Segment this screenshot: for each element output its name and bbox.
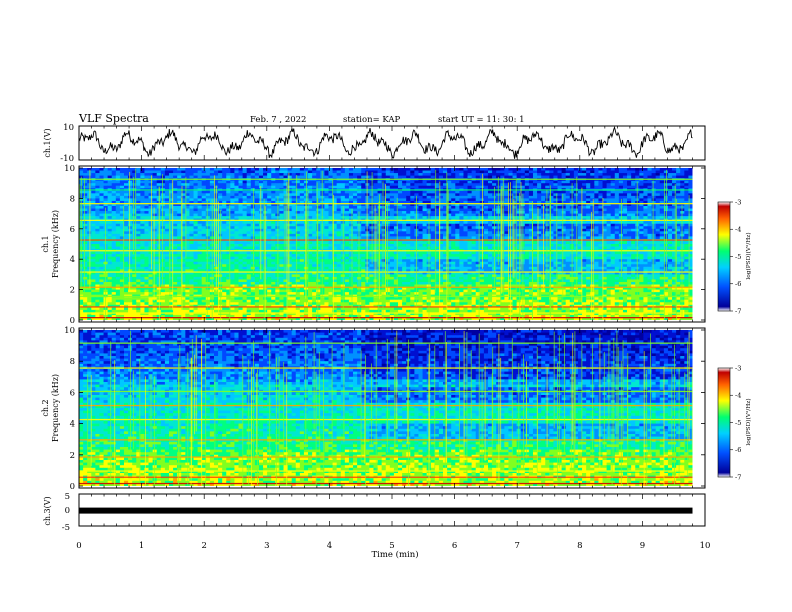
station-label: station= KAP xyxy=(343,115,401,125)
x-tick-label: 1 xyxy=(139,541,144,551)
ch1-colorbar: -3 -4 -5 -6 -7 log(PSD)(V²/Hz) xyxy=(717,198,752,315)
ch1-ytick-top: 10 xyxy=(63,123,74,133)
figure-title: VLF Spectra xyxy=(78,112,149,125)
colorbar-tick-label: -6 xyxy=(735,280,741,288)
ch2-colorbar-label: log(PSD)(V²/Hz) xyxy=(745,398,752,445)
colorbar-tick-label: -4 xyxy=(735,226,741,234)
colorbar-tick-label: -4 xyxy=(735,392,741,400)
ch3-waveform-line xyxy=(79,507,693,514)
x-axis-label: Time (min) xyxy=(371,549,418,560)
spec2-yticks-label: 8 xyxy=(70,357,75,367)
ch1-spectrogram-ylabel-channel: ch.1 xyxy=(41,235,50,252)
ch1-ytick-bottom: -10 xyxy=(60,154,74,164)
ch2-spectrogram-ylabel-channel: ch.2 xyxy=(41,399,50,416)
spec1-yticks-label: 4 xyxy=(70,255,75,265)
ch1-spectrogram-panel: 0 2 4 6 8 10 ch.1 Frequency (kHz) xyxy=(41,164,706,326)
colorbar-tick-label: -7 xyxy=(735,473,741,481)
spec2-yticks-label: 6 xyxy=(70,388,75,398)
colorbar-tick-label: -6 xyxy=(735,446,741,454)
spec1-yticks-label: 10 xyxy=(64,164,75,174)
ch2-colorbar: -3 -4 -5 -6 -7 log(PSD)(V²/Hz) xyxy=(717,364,752,481)
x-tick-label: 5 xyxy=(389,541,394,551)
x-tick-label: 10 xyxy=(700,541,711,551)
x-tick-label: 7 xyxy=(514,541,519,551)
ch3-ytick-top: 5 xyxy=(65,492,70,502)
spec2-yticks-label: 10 xyxy=(64,326,75,336)
ch2-spectrogram-ylabel-frequency: Frequency (kHz) xyxy=(51,374,60,442)
ch3-waveform-ylabel: ch.3(V) xyxy=(43,496,52,525)
ch1-colorbar-gradient xyxy=(717,201,731,312)
ch2-colorbar-gradient xyxy=(717,367,731,478)
ch3-ytick-bottom: -5 xyxy=(62,523,70,533)
spec2-yticks-label: 2 xyxy=(70,451,75,461)
x-tick-label: 0 xyxy=(76,541,81,551)
colorbar-tick-label: -5 xyxy=(735,253,741,261)
colorbar-tick-label: -7 xyxy=(735,307,741,315)
start-ut-label: start UT = 11: 30: 1 xyxy=(438,115,525,125)
x-axis-ticks xyxy=(78,126,706,526)
x-tick-label: 9 xyxy=(640,541,645,551)
x-tick-label: 3 xyxy=(264,541,269,551)
colorbar-tick-label: -3 xyxy=(735,198,741,206)
spec2-yticks-label: 4 xyxy=(70,420,75,430)
ch3-ytick-mid: 0 xyxy=(65,506,70,516)
ch1-waveform-panel: 10 -10 ch.1(V) xyxy=(43,123,706,164)
x-tick-label: 2 xyxy=(201,541,206,551)
spec2-yticks-label: 0 xyxy=(70,482,75,492)
date-label: Feb. 7 , 2022 xyxy=(250,115,306,125)
ch3-waveform-panel: 5 0 -5 ch.3(V) xyxy=(43,492,706,533)
x-tick-label: 6 xyxy=(452,541,457,551)
x-axis-tick-labels: 0 1 2 3 4 5 6 7 8 9 10 xyxy=(76,541,710,551)
spec1-yticks-label: 0 xyxy=(70,316,75,326)
colorbar-tick-label: -3 xyxy=(735,364,741,372)
spec1-yticks-label: 8 xyxy=(70,194,75,204)
ch1-spectrogram-image xyxy=(79,168,705,320)
x-tick-label: 4 xyxy=(327,541,332,551)
spec1-yticks-label: 2 xyxy=(70,286,75,296)
ch1-spectrogram-ylabel-frequency: Frequency (kHz) xyxy=(51,210,60,278)
colorbar-tick-label: -5 xyxy=(735,419,741,427)
ch2-spectrogram-image xyxy=(79,330,705,486)
ch1-waveform-ylabel: ch.1(V) xyxy=(43,128,52,157)
ch1-colorbar-label: log(PSD)(V²/Hz) xyxy=(745,232,752,279)
spec1-yticks-label: 6 xyxy=(70,225,75,235)
ch2-spectrogram-panel: 0 2 4 6 8 10 ch.2 Frequency (kHz) xyxy=(41,326,706,492)
x-tick-label: 8 xyxy=(577,541,582,551)
ch1-waveform-line xyxy=(78,125,693,159)
